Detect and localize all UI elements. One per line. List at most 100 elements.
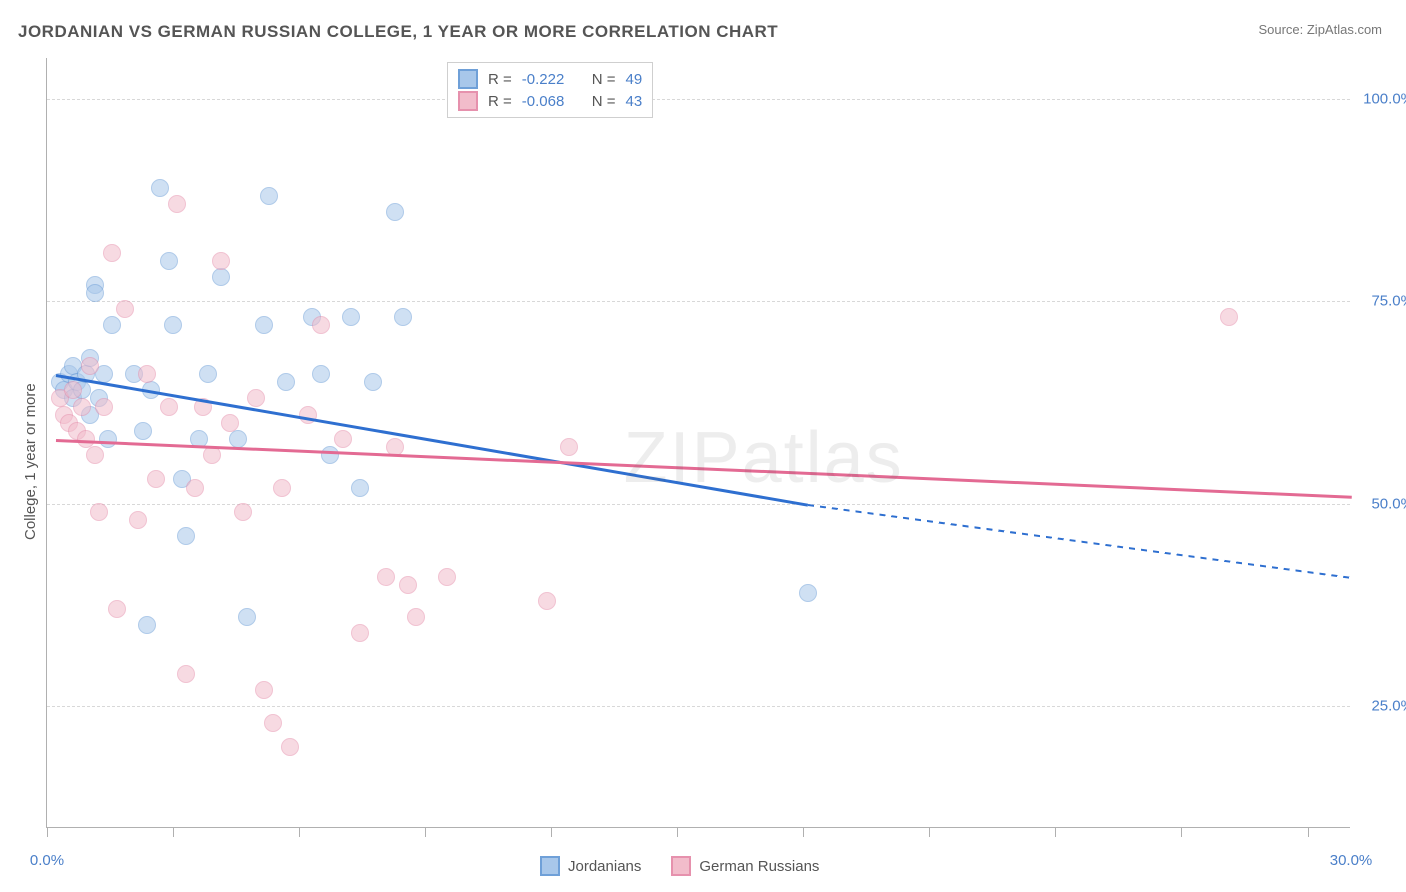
scatter-point	[281, 738, 299, 756]
trend-line	[808, 504, 1352, 579]
scatter-point	[394, 308, 412, 326]
gridline	[47, 706, 1350, 707]
scatter-point	[168, 195, 186, 213]
scatter-point	[73, 398, 91, 416]
scatter-point	[238, 608, 256, 626]
scatter-point	[64, 381, 82, 399]
x-tick	[1055, 827, 1056, 837]
scatter-point	[351, 479, 369, 497]
x-tick	[1181, 827, 1182, 837]
scatter-point	[138, 616, 156, 634]
legend-r-value: -0.222	[522, 71, 582, 88]
x-tick	[803, 827, 804, 837]
x-tick	[299, 827, 300, 837]
scatter-point	[86, 446, 104, 464]
legend-label: German Russians	[699, 858, 819, 875]
scatter-point	[164, 316, 182, 334]
scatter-point	[377, 568, 395, 586]
scatter-point	[199, 365, 217, 383]
scatter-point	[255, 681, 273, 699]
legend-r-label: R =	[488, 71, 512, 88]
trend-line	[56, 439, 1351, 499]
legend-r-value: -0.068	[522, 93, 582, 110]
legend-swatch	[540, 856, 560, 876]
legend-n-value: 43	[626, 93, 643, 110]
scatter-point	[351, 624, 369, 642]
legend-n-label: N =	[592, 71, 616, 88]
x-tick	[1308, 827, 1309, 837]
scatter-point	[103, 316, 121, 334]
scatter-point	[212, 268, 230, 286]
scatter-point	[234, 503, 252, 521]
scatter-point	[277, 373, 295, 391]
legend-r-label: R =	[488, 93, 512, 110]
scatter-point	[1220, 308, 1238, 326]
legend-n-value: 49	[626, 71, 643, 88]
scatter-point	[116, 300, 134, 318]
scatter-point	[221, 414, 239, 432]
source-label: Source: ZipAtlas.com	[1258, 22, 1382, 37]
x-tick-label: 30.0%	[1330, 852, 1373, 869]
gridline	[47, 99, 1350, 100]
y-tick-label: 75.0%	[1371, 293, 1406, 310]
gridline	[47, 301, 1350, 302]
trend-line	[55, 374, 807, 506]
plot-canvas: 25.0%50.0%75.0%100.0%0.0%30.0%	[47, 58, 1350, 827]
scatter-point	[81, 357, 99, 375]
x-tick-label: 0.0%	[30, 852, 64, 869]
scatter-point	[438, 568, 456, 586]
scatter-point	[799, 584, 817, 602]
scatter-point	[255, 316, 273, 334]
scatter-point	[212, 252, 230, 270]
legend-item: Jordanians	[540, 856, 641, 876]
legend-item: German Russians	[671, 856, 819, 876]
x-tick	[677, 827, 678, 837]
scatter-point	[260, 187, 278, 205]
scatter-point	[138, 365, 156, 383]
y-tick-label: 50.0%	[1371, 495, 1406, 512]
scatter-point	[160, 398, 178, 416]
scatter-point	[399, 576, 417, 594]
y-axis-title: College, 1 year or more	[22, 383, 39, 540]
scatter-point	[77, 430, 95, 448]
legend-row: R = -0.222 N = 49	[458, 69, 642, 89]
legend-swatch	[458, 91, 478, 111]
scatter-point	[386, 203, 404, 221]
scatter-point	[264, 714, 282, 732]
scatter-point	[273, 479, 291, 497]
chart-plot-area: 25.0%50.0%75.0%100.0%0.0%30.0% ZIPatlas …	[46, 58, 1350, 828]
scatter-point	[312, 365, 330, 383]
scatter-point	[177, 527, 195, 545]
scatter-point	[342, 308, 360, 326]
legend-swatch	[671, 856, 691, 876]
scatter-point	[334, 430, 352, 448]
scatter-point	[407, 608, 425, 626]
x-tick	[929, 827, 930, 837]
scatter-point	[95, 398, 113, 416]
scatter-point	[147, 470, 165, 488]
chart-title: JORDANIAN VS GERMAN RUSSIAN COLLEGE, 1 Y…	[18, 22, 778, 42]
scatter-point	[312, 316, 330, 334]
scatter-point	[364, 373, 382, 391]
scatter-point	[108, 600, 126, 618]
scatter-point	[103, 244, 121, 262]
x-tick	[173, 827, 174, 837]
scatter-point	[560, 438, 578, 456]
scatter-point	[129, 511, 147, 529]
scatter-point	[229, 430, 247, 448]
scatter-point	[134, 422, 152, 440]
x-tick	[425, 827, 426, 837]
legend-correlation: R = -0.222 N = 49 R = -0.068 N = 43	[447, 62, 653, 118]
y-tick-label: 25.0%	[1371, 698, 1406, 715]
scatter-point	[86, 284, 104, 302]
legend-series: Jordanians German Russians	[540, 856, 819, 876]
legend-row: R = -0.068 N = 43	[458, 91, 642, 111]
legend-n-label: N =	[592, 93, 616, 110]
legend-swatch	[458, 69, 478, 89]
x-tick	[551, 827, 552, 837]
scatter-point	[151, 179, 169, 197]
y-tick-label: 100.0%	[1363, 90, 1406, 107]
scatter-point	[321, 446, 339, 464]
scatter-point	[90, 503, 108, 521]
scatter-point	[177, 665, 195, 683]
